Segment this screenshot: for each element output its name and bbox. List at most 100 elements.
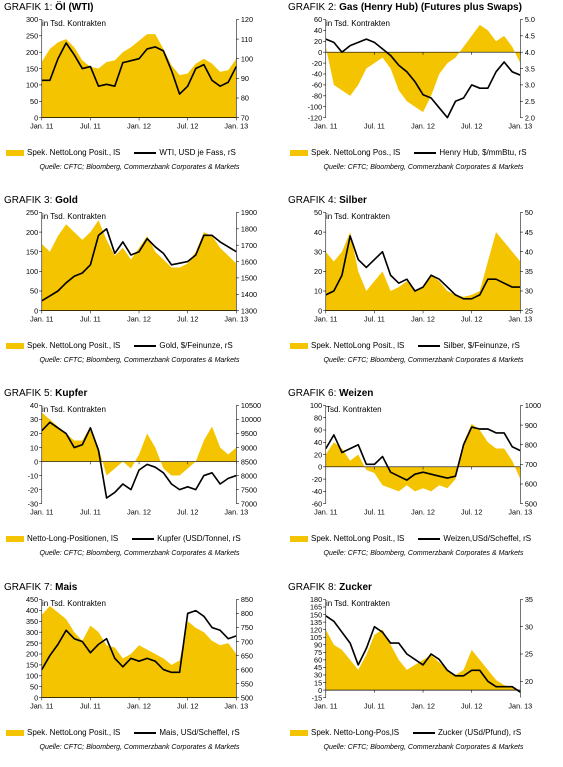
line-series <box>325 235 521 300</box>
right-tick-label: 35 <box>525 595 533 604</box>
legend-area-label: Spek. Netto-Long-Pos,lS <box>311 728 400 738</box>
left-tick-label: -20 <box>28 485 39 494</box>
legend: Spek. NettoLong Posit., lS Silber, $/Fein… <box>290 341 560 353</box>
left-tick-label: 105 <box>310 633 322 642</box>
x-tick-label: Jan. 11 <box>314 122 337 131</box>
chart-svg: -60 -40 -20 0 20 40 60 80 100 500 600 700 800 900 1000… <box>310 401 541 517</box>
left-tick-label: 250 <box>26 639 38 648</box>
x-tick-label: Jul. 12 <box>177 122 198 131</box>
right-tick-label: 90 <box>241 74 249 83</box>
legend-area-swatch <box>6 729 24 736</box>
right-tick-label: 25 <box>525 650 533 659</box>
left-tick-label: 150 <box>26 661 38 670</box>
left-tick-label: -60 <box>312 81 323 90</box>
legend-area-swatch <box>290 729 308 736</box>
area-series <box>325 629 521 691</box>
x-tick-label: Jan. 12 <box>411 315 435 324</box>
legend-line-swatch <box>134 731 157 734</box>
chart-number: GRAFIK 8: <box>288 582 337 593</box>
left-tick-label: 150 <box>310 610 322 619</box>
chart-number: GRAFIK 6: <box>288 388 337 399</box>
left-tick-label: 20 <box>30 429 38 438</box>
line-series <box>41 42 238 95</box>
line-series <box>41 609 237 674</box>
left-tick-label: -30 <box>28 499 39 508</box>
right-tick-label: 800 <box>525 440 537 449</box>
chart-svg: -120 -100-80 -60 -40 -20 0 20 40 60 2.0 2.5 3.0 3.5 4… <box>308 15 535 131</box>
unit-label: in Tsd. Kontrakten <box>326 599 390 608</box>
legend: Spek. NettoLong Posit., lS WTI, USD je Fa… <box>6 148 276 160</box>
legend-line-label: Gold, $/Feinunze, rS <box>159 341 233 351</box>
right-tick-label: 25 <box>525 306 533 315</box>
left-tick-label: 150 <box>26 64 38 73</box>
x-tick-label: Jan. 11 <box>314 508 337 517</box>
source-note: Quelle: CFTC; Bloomberg, Commerzbank Cor… <box>39 357 240 364</box>
left-tick-label: 300 <box>26 628 38 637</box>
right-tick-label: 1000 <box>525 401 541 410</box>
right-tick-label: 600 <box>241 665 253 674</box>
area-series <box>41 412 237 476</box>
line-series <box>41 228 237 302</box>
legend: Spek. NettoLong Posit., lS Weizen,USd/Sch… <box>290 534 560 546</box>
left-tick-label: 100 <box>26 81 38 90</box>
x-tick-label: Jan. 13 <box>508 702 532 711</box>
left-tick-label: 30 <box>314 671 322 680</box>
area-series <box>325 24 521 113</box>
left-tick-label: 10 <box>30 443 38 452</box>
left-tick-label: 200 <box>26 228 38 237</box>
chart-number: GRAFIK 1: <box>4 2 53 13</box>
chart-panel: GRAFIK 5: Kupfer -30 -20 -10 0 10 20 30 40 7000 75… <box>2 388 277 573</box>
source-note: Quelle: CFTC; Bloomberg, Commerzbank Cor… <box>39 164 240 171</box>
left-tick-label: 75 <box>314 648 322 657</box>
unit-label: in Tsd. Kontrakten <box>42 19 106 28</box>
chart-panel: GRAFIK 4: Silber 0 10 20 30 40 50 25 30 35 40 45 50 J… <box>286 195 561 380</box>
chart-svg: -30 -20 -10 0 10 20 30 40 7000 7500 8000 8500 9000 95… <box>28 401 261 517</box>
right-tick-label: 50 <box>525 208 533 217</box>
x-tick-label: Jan. 11 <box>30 508 53 517</box>
x-tick-label: Jan. 12 <box>411 702 435 711</box>
left-tick-label: 60 <box>314 656 322 665</box>
chart-name: Silber <box>336 195 367 206</box>
left-tick-label: 90 <box>314 640 322 649</box>
left-tick-label: 40 <box>314 26 322 35</box>
left-tick-label: 0 <box>318 48 322 57</box>
right-tick-label: 45 <box>525 228 533 237</box>
chart-number: GRAFIK 4: <box>288 195 337 206</box>
left-tick-label: -20 <box>312 475 323 484</box>
right-tick-label: 3.5 <box>525 64 535 73</box>
left-tick-label: 0 <box>34 113 38 122</box>
x-tick-label: Jul. 12 <box>461 702 482 711</box>
right-tick-label: 1900 <box>241 208 257 217</box>
left-tick-label: 50 <box>30 97 38 106</box>
x-tick-label: Jan. 12 <box>127 122 151 131</box>
chart-title: GRAFIK 5: Kupfer <box>4 388 87 399</box>
legend-area-swatch <box>6 149 24 156</box>
left-tick-label: -80 <box>312 92 323 101</box>
left-tick-label: 50 <box>30 287 38 296</box>
legend-line-label: WTI, USD je Fass, rS <box>159 148 236 158</box>
right-tick-label: 550 <box>241 679 253 688</box>
right-tick-label: 100 <box>241 54 253 63</box>
chart-number: GRAFIK 7: <box>4 582 53 593</box>
left-tick-label: 50 <box>30 682 38 691</box>
x-tick-label: Jul. 11 <box>364 508 385 517</box>
left-tick-label: 50 <box>314 208 322 217</box>
x-tick-label: Jan. 13 <box>508 315 532 324</box>
right-tick-label: 40 <box>525 247 533 256</box>
right-tick-label: 600 <box>525 480 537 489</box>
left-tick-label: -40 <box>312 487 323 496</box>
legend-area-label: Spek. NettoLong Posit., lS <box>27 148 121 158</box>
left-tick-label: 120 <box>310 625 322 634</box>
left-tick-label: 450 <box>26 595 38 604</box>
right-tick-label: 2.0 <box>525 113 535 122</box>
chart-panel: GRAFIK 6: Weizen -60 -40 -20 0 20 40 60 80 100 500… <box>286 388 561 573</box>
x-tick-label: Jul. 11 <box>80 315 101 324</box>
left-tick-label: 45 <box>314 663 322 672</box>
left-tick-label: -120 <box>308 113 323 122</box>
x-tick-label: Jul. 12 <box>461 122 482 131</box>
x-tick-label: Jul. 11 <box>80 122 101 131</box>
line-series <box>325 38 521 119</box>
legend-area-swatch <box>6 535 24 542</box>
legend-area-label: Spek. NettoLong Posit., lS <box>311 534 405 544</box>
